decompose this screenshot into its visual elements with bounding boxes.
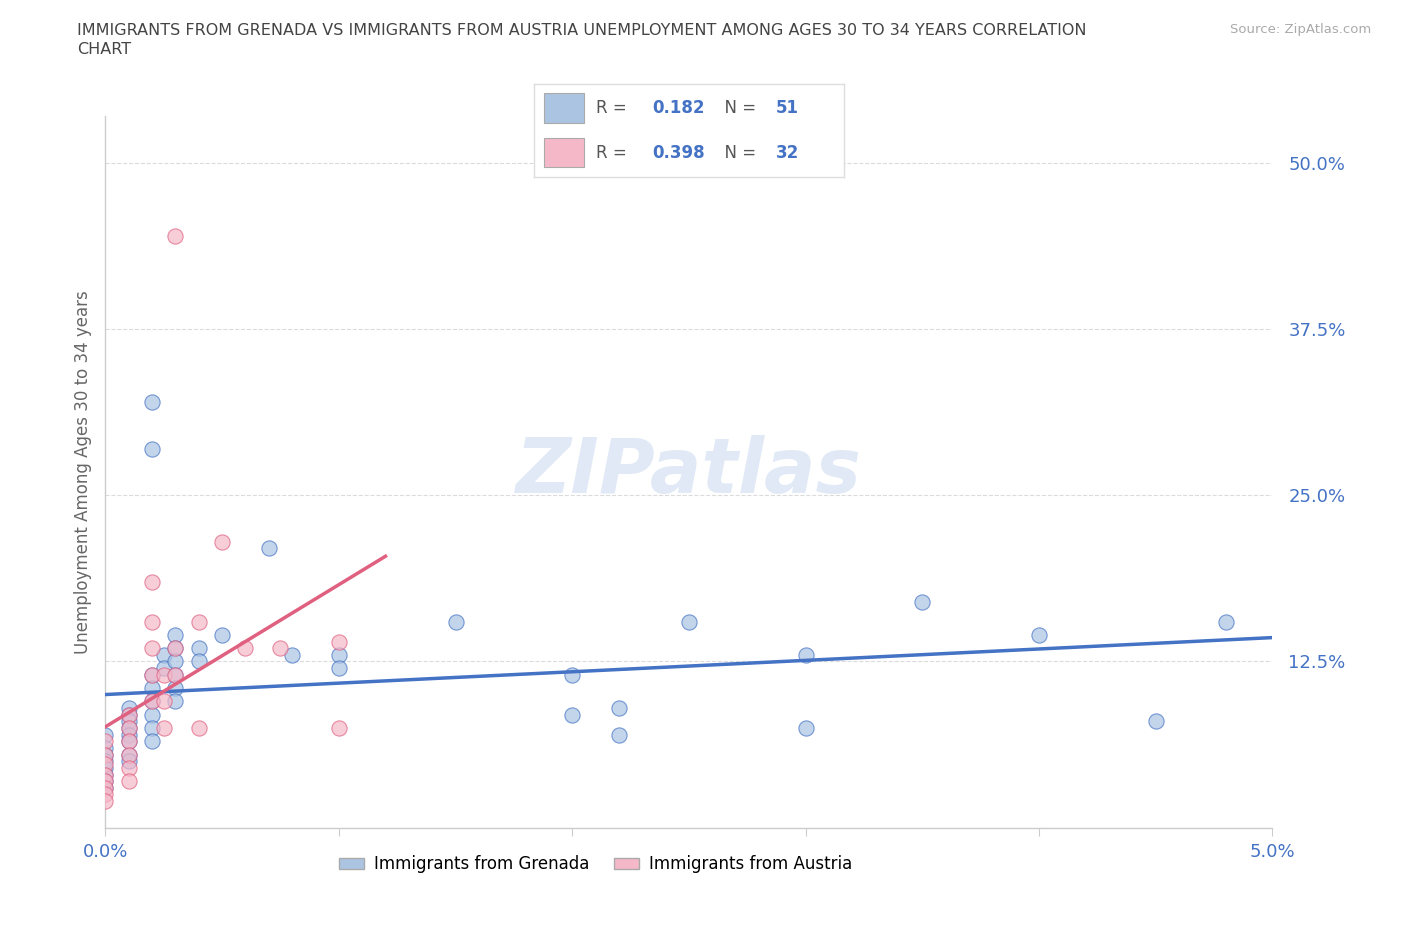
Point (165, 681, 187, 696)
Point (94, 734, 117, 749)
Point (94, 774, 117, 789)
Point (153, 660, 174, 675)
Point (281, 647, 304, 662)
Point (141, 441, 163, 456)
Point (141, 574, 163, 589)
Point (165, 641, 187, 656)
Point (141, 668, 163, 683)
Point (187, 614, 209, 629)
Point (607, 700, 630, 715)
Point (118, 747, 141, 762)
Point (1144, 714, 1167, 729)
Text: 0.398: 0.398 (652, 143, 704, 162)
Point (911, 594, 934, 609)
Point (94, 761, 117, 776)
Text: IMMIGRANTS FROM GRENADA VS IMMIGRANTS FROM AUSTRIA UNEMPLOYMENT AMONG AGES 30 TO: IMMIGRANTS FROM GRENADA VS IMMIGRANTS FR… (77, 23, 1087, 38)
Point (165, 641, 187, 656)
Point (141, 707, 163, 722)
Text: ZIPatlas: ZIPatlas (516, 435, 862, 509)
Point (678, 614, 700, 629)
Point (141, 694, 163, 709)
Point (794, 721, 817, 736)
Point (257, 541, 280, 556)
Point (165, 668, 187, 683)
Point (1028, 628, 1050, 643)
Point (187, 641, 209, 656)
Point (794, 647, 817, 662)
Point (118, 734, 141, 749)
Point (118, 721, 141, 736)
Point (561, 668, 583, 683)
Point (165, 229, 187, 244)
Point (269, 641, 292, 656)
FancyBboxPatch shape (544, 93, 583, 123)
Point (165, 628, 187, 643)
Point (94, 793, 117, 808)
Point (444, 614, 467, 629)
Point (328, 647, 350, 662)
Point (94, 767, 117, 782)
Text: R =: R = (596, 143, 633, 162)
Point (328, 721, 350, 736)
Text: 0.182: 0.182 (652, 99, 704, 117)
Point (141, 614, 163, 629)
Point (187, 654, 209, 669)
FancyBboxPatch shape (544, 138, 583, 167)
Point (211, 628, 233, 643)
Point (94, 747, 117, 762)
Point (153, 647, 174, 662)
Point (141, 721, 163, 736)
Point (328, 634, 350, 649)
Point (607, 727, 630, 742)
Text: N =: N = (714, 143, 761, 162)
Text: 51: 51 (776, 99, 799, 117)
Point (118, 707, 141, 722)
Y-axis label: Unemployment Among Ages 30 to 34 years: Unemployment Among Ages 30 to 34 years (73, 290, 91, 654)
Text: N =: N = (714, 99, 761, 117)
Point (94, 774, 117, 789)
Point (118, 727, 141, 742)
Point (118, 774, 141, 789)
Point (118, 754, 141, 769)
Legend: Immigrants from Grenada, Immigrants from Austria: Immigrants from Grenada, Immigrants from… (332, 848, 859, 880)
Point (165, 694, 187, 709)
Point (328, 660, 350, 675)
Point (165, 654, 187, 669)
Point (187, 721, 209, 736)
Point (561, 707, 583, 722)
Point (118, 707, 141, 722)
Point (153, 668, 174, 683)
Text: 32: 32 (776, 143, 799, 162)
Point (141, 394, 163, 409)
Point (118, 761, 141, 776)
Point (94, 727, 117, 742)
Point (94, 780, 117, 795)
Point (118, 734, 141, 749)
Text: R =: R = (596, 99, 633, 117)
Point (94, 756, 117, 771)
Point (1215, 614, 1237, 629)
Point (94, 754, 117, 769)
Point (118, 714, 141, 729)
Point (141, 668, 163, 683)
Point (118, 747, 141, 762)
Point (153, 694, 174, 709)
Point (141, 641, 163, 656)
Point (211, 535, 233, 550)
Point (94, 747, 117, 762)
Point (141, 734, 163, 749)
Point (153, 721, 174, 736)
Text: Source: ZipAtlas.com: Source: ZipAtlas.com (1230, 23, 1371, 36)
Text: CHART: CHART (77, 42, 131, 57)
Point (94, 780, 117, 795)
Point (118, 721, 141, 736)
Point (141, 694, 163, 709)
Point (94, 740, 117, 755)
Point (235, 641, 257, 656)
Point (141, 681, 163, 696)
Point (94, 767, 117, 782)
Point (165, 668, 187, 683)
Point (118, 700, 141, 715)
Point (94, 787, 117, 802)
